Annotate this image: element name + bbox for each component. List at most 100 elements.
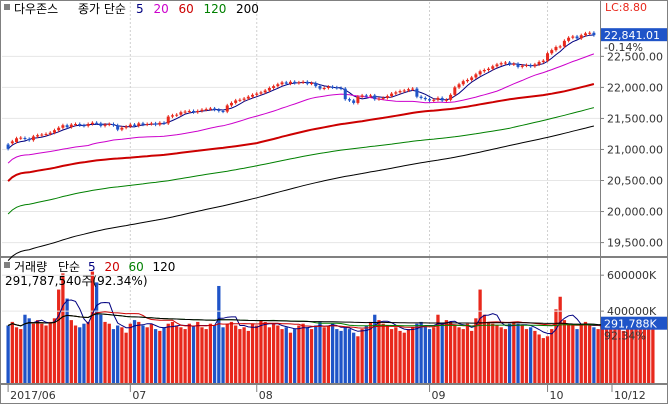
candle-body [487,68,491,71]
volume-bar [457,327,461,383]
candle-body [377,98,381,100]
candle-body [154,123,158,125]
last-price-box [601,28,667,42]
candle-body [263,90,267,93]
candle-body [238,99,242,101]
volume-bar [571,325,575,383]
candle-body [23,137,27,139]
candle-body [217,109,221,111]
volume-bar [516,323,520,383]
candle-body [293,81,297,84]
volume-ma-legend-120: 120 [153,260,176,274]
ma-indicator-label: 종가 단순 [78,2,126,16]
volume-bar [554,309,558,383]
candle-body [516,63,520,67]
volume-bar [520,325,524,383]
volume-bar [347,329,352,383]
volume-bar [44,325,48,383]
candle-body [170,115,174,117]
volume-bar [381,323,385,383]
candle-body [124,126,128,128]
candle-body [406,89,410,91]
candle-body [78,124,82,126]
candle-body [103,124,107,126]
price-tick-label: 22,000.00 [607,81,663,94]
candle-body [457,84,461,88]
candle-body [65,125,69,128]
price-tick-label: 22,500.00 [607,50,663,63]
volume-bar [314,325,318,383]
volume-bar [406,329,411,383]
candle-body [339,88,343,90]
candle-body [465,79,469,82]
candle-body [95,122,99,124]
volume-bar [604,323,609,383]
candle-body [541,60,545,62]
volume-indicator-label: 단순 [58,260,80,274]
volume-bar [128,323,132,383]
candle-body [567,37,571,41]
volume-bar [583,321,588,383]
ma-60-line [7,83,595,182]
volume-bar [40,323,44,383]
candle-body [583,33,587,36]
instrument-label: 다우존스 [14,2,58,16]
volume-bar [69,320,73,383]
candle-body [322,88,326,90]
volume-bar [284,327,288,383]
volume-bar [208,323,213,383]
candle-body [588,32,592,34]
candle-body [402,90,406,92]
candle-body [111,124,115,126]
candle-body [183,111,187,113]
volume-bar [427,329,432,383]
volume-bar [588,325,592,383]
candle-body [107,124,111,126]
candle-body [423,97,427,100]
candle-body [19,137,23,139]
volume-bar [200,327,204,383]
candle-body [394,92,398,94]
volume-bar [630,323,634,383]
volume-bar [6,325,10,383]
volume-bar [305,327,309,383]
volume-bar [242,327,246,383]
candle-body [175,114,179,116]
volume-bar [423,325,427,383]
volume-bar [343,327,347,383]
volume-bar [183,329,187,383]
volume-bar [339,330,343,383]
candle-body [158,122,162,125]
candle-body [272,86,276,89]
volume-bar [94,282,99,383]
volume-legend-square-icon [4,262,10,268]
candle-body [529,65,533,67]
candle-body [204,109,208,111]
volume-bar [562,320,567,383]
candle-body [398,91,402,93]
volume-bar [575,329,579,383]
volume-bar [558,296,562,383]
volume-bar [634,320,638,383]
candle-body [546,53,550,61]
volume-ma-5-line [7,299,653,335]
volume-bar [432,327,436,383]
volume-bar [621,330,626,383]
volume-bar [609,321,613,383]
candle-body [503,62,507,64]
x-tick-label: 08 [259,389,273,402]
volume-bar [141,325,145,383]
candle-body [364,95,368,97]
ma-legend-200: 200 [236,2,259,16]
candle-body [120,127,124,130]
candle-body [478,71,482,75]
candle-body [385,96,389,98]
candle-body [432,99,436,101]
volume-bar [385,325,390,383]
change-pct-label: -0.14% [604,41,643,54]
volume-bar [259,320,263,383]
candle-body [6,144,10,149]
candle-body [524,65,528,67]
volume-ma-legend-60: 60 [129,260,144,274]
